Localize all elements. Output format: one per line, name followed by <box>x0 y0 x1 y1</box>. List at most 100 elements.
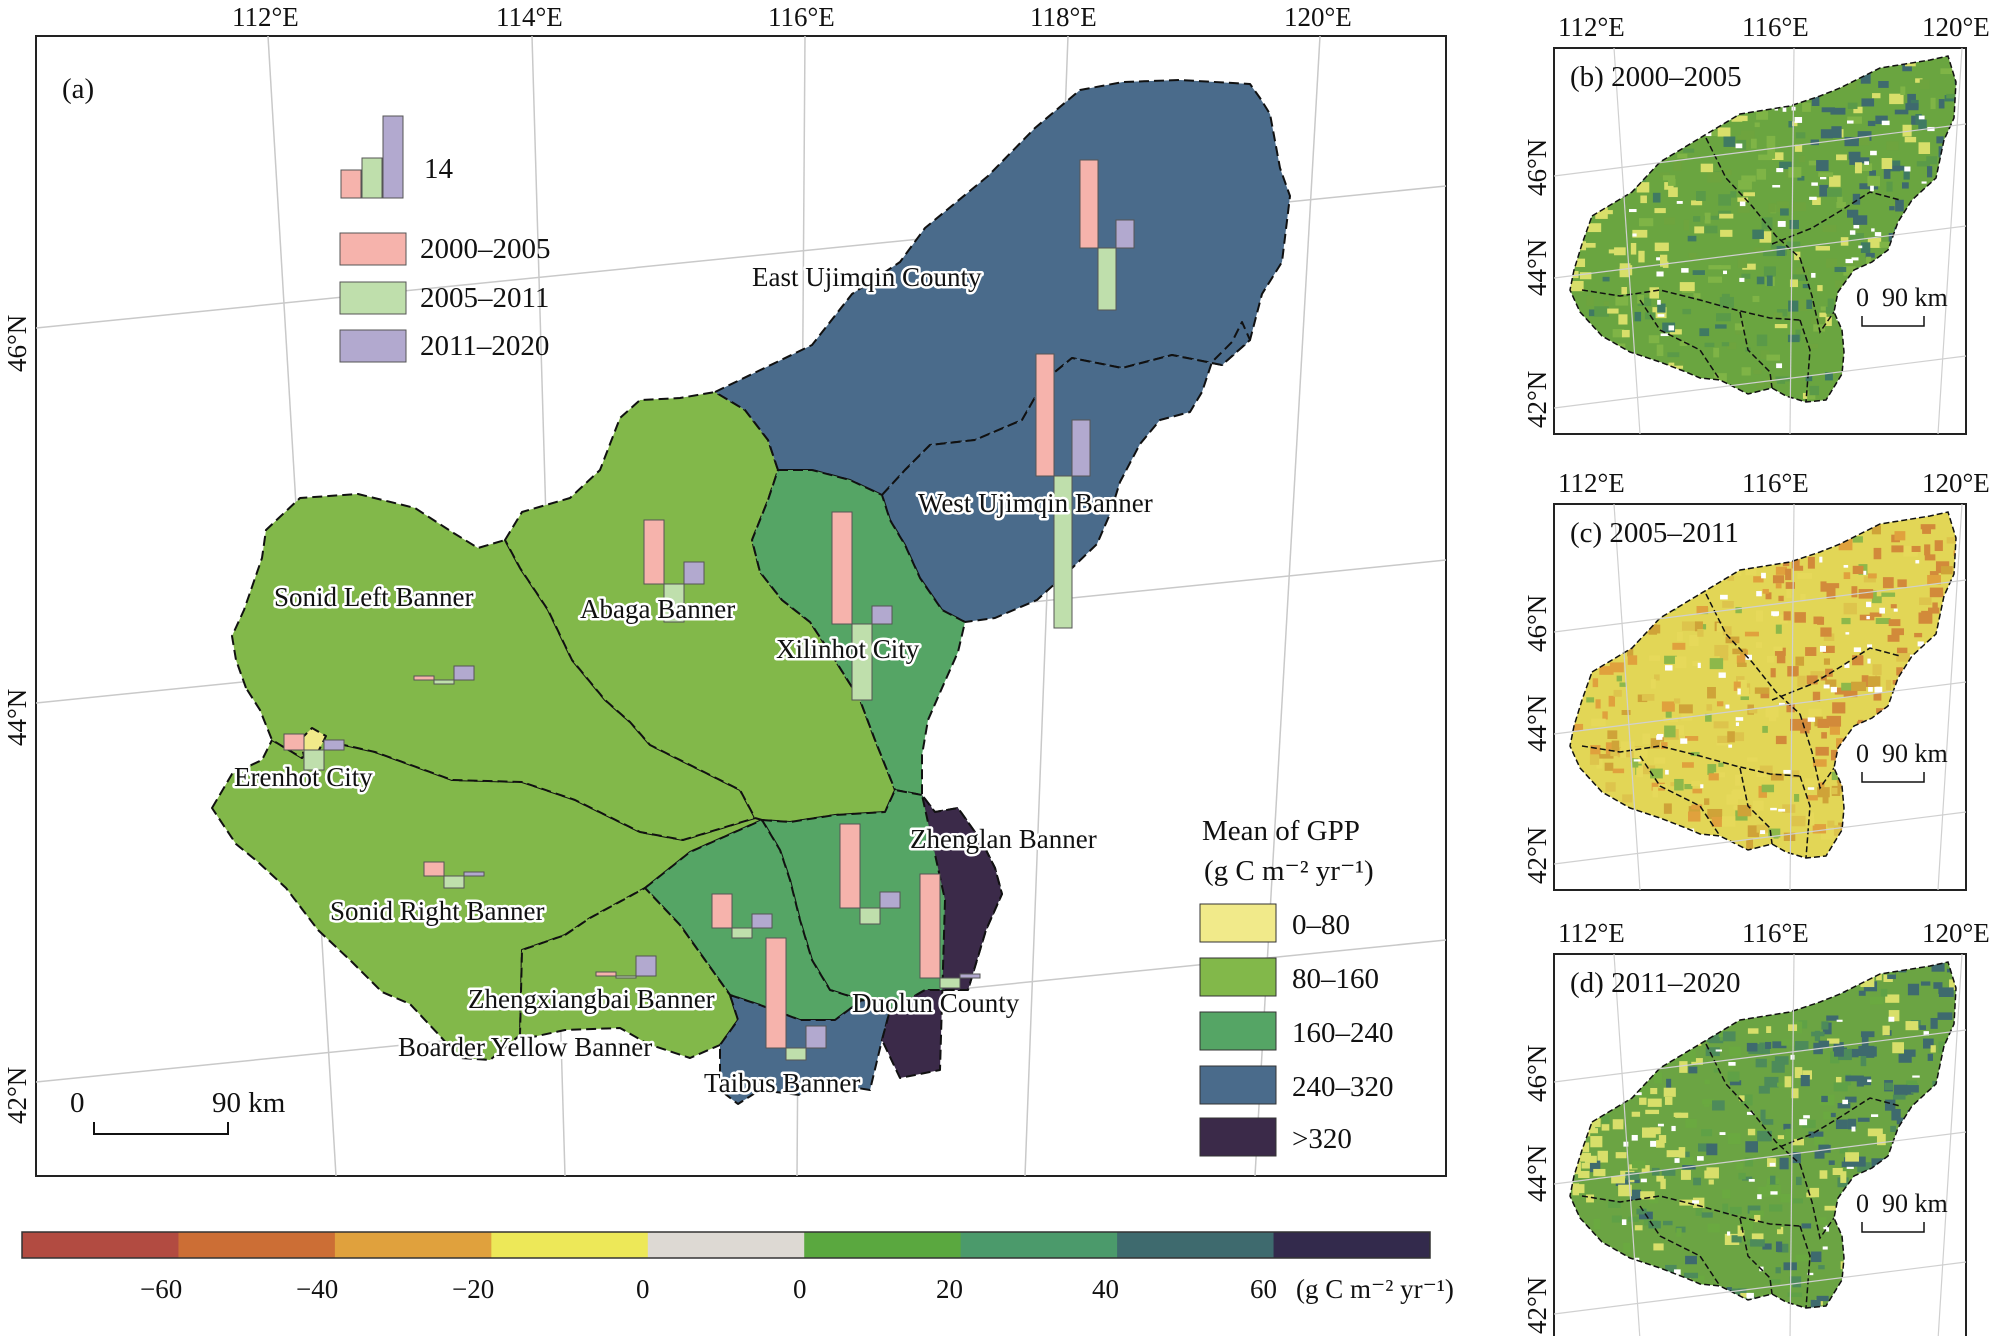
bar-zhengxiangbai-period-1 <box>711 893 733 929</box>
bar-glyph-taibus <box>765 937 827 1061</box>
colorbar-unit: (g C m⁻² yr⁻¹) <box>1296 1274 1454 1304</box>
bar-erenhot-period-2 <box>303 749 325 771</box>
gpp-legend-unit: (g C m⁻² yr⁻¹) <box>1204 855 1374 887</box>
bar-glyph-abaga <box>643 519 705 623</box>
bar-boarder-yellow-period-3 <box>635 955 657 977</box>
gpp-swatch-80-160 <box>1199 957 1277 997</box>
inset-lon-tick: 116°E <box>1742 468 1809 498</box>
colorbar-cell-7 <box>960 1232 1118 1258</box>
inset-scale-end: 90 km <box>1882 283 1948 312</box>
label-erenhot: Erenhot City <box>234 762 373 792</box>
colorbar-cell-3 <box>334 1232 492 1258</box>
label-abaga: Abaga Banner <box>580 594 735 624</box>
inset-label: (d) 2011–2020 <box>1570 967 1741 999</box>
bar-abaga-period-2 <box>663 583 685 623</box>
inset-d: (d) 2011–2020 0 90 km 112°E 116°E 120°E 46°N 44… <box>1522 918 1990 1336</box>
inset-graticule <box>1554 504 1966 890</box>
gpp-class-240-320: 240–320 <box>1292 1071 1394 1103</box>
inset-scale-end: 90 km <box>1882 739 1948 768</box>
label-boarder-yellow: Boarder Yellow Banner <box>398 1032 652 1062</box>
gpp-legend: Mean of GPP (g C m⁻² yr⁻¹) 0–80 80–160 1… <box>1199 815 1394 1157</box>
bar-key-value: 14 <box>424 153 454 185</box>
bar-key-2000-2005 <box>340 169 362 199</box>
bar-glyph-erenhot <box>283 733 345 771</box>
region-labels: East Ujimqin County West Ujimqin Banner … <box>232 260 1156 1101</box>
gpp-swatch-240-320 <box>1199 1065 1277 1105</box>
inset-lon-tick: 116°E <box>1742 918 1809 948</box>
inset-scale-start: 0 <box>1856 283 1869 312</box>
bar-taibus-period-2 <box>785 1047 807 1061</box>
inset-lat-tick: 44°N <box>1522 1145 1552 1202</box>
bar-sonid-right-period-2 <box>443 875 465 889</box>
lon-tick-118: 118°E <box>1030 2 1097 32</box>
colorbar-cell-5 <box>647 1232 805 1258</box>
gpp-legend-title: Mean of GPP <box>1202 815 1360 847</box>
bar-erenhot-period-1 <box>283 733 305 751</box>
lon-tick-112: 112°E <box>232 2 299 32</box>
colorbar-cell-4 <box>491 1232 649 1258</box>
main-map: (a) East Ujimqin County West Ujimqin Ban… <box>2 2 1447 1177</box>
colorbar-tick-40: 40 <box>1092 1274 1119 1304</box>
inset-lat-tick: 46°N <box>1522 1045 1552 1102</box>
change-colorbar: −60 −40 −20 0 0 20 40 60 (g C m⁻² yr⁻¹) <box>21 1231 1454 1304</box>
bar-boarder-yellow-period-2 <box>615 975 637 979</box>
lat-tick-42: 42°N <box>2 1067 32 1124</box>
bar-key-2005-2011 <box>361 157 383 199</box>
bar-xilinhot-period-3 <box>871 605 893 625</box>
gpp-swatch-gt-320 <box>1199 1117 1277 1157</box>
inset-b: (b) 2000–2005 0 90 km 112°E 116°E 120°E 46°N 44… <box>1522 12 1990 435</box>
inset-lat-tick: 46°N <box>1522 595 1552 652</box>
scale-bar-start: 0 <box>70 1087 85 1119</box>
bar-abaga-period-3 <box>683 561 705 585</box>
region-boarder-yellow <box>519 887 739 1059</box>
lat-tick-46: 46°N <box>2 315 32 372</box>
gpp-class-80-160: 80–160 <box>1292 963 1379 995</box>
inset-lat-tick: 44°N <box>1522 239 1552 296</box>
bar-sonid-left-period-1 <box>413 675 435 681</box>
label-sonid-right: Sonid Right Banner <box>330 896 545 926</box>
lon-tick-120: 120°E <box>1284 2 1352 32</box>
inset-lat-tick: 42°N <box>1522 827 1552 884</box>
bar-east-ujimqin-period-3 <box>1115 219 1135 249</box>
bar-glyph-xilinhot <box>831 511 893 701</box>
label-west-ujimqin: West Ujimqin Banner <box>918 488 1153 518</box>
region-east-ujimqin <box>714 79 1291 496</box>
colorbar-cells <box>22 1232 1431 1258</box>
bar-duolun-period-3 <box>959 973 981 979</box>
inset-lon-tick: 112°E <box>1558 918 1625 948</box>
colorbar-tick-60: 60 <box>1250 1274 1277 1304</box>
colorbar-tick-0b: 0 <box>793 1274 807 1304</box>
label-east-ujimqin: East Ujimqin County <box>752 262 982 292</box>
bar-key-2011-2020 <box>382 115 404 199</box>
period-legend: 2000–2005 2005–2011 2011–2020 <box>339 232 551 363</box>
panel-label-a: (a) <box>62 73 94 105</box>
lat-tick-44: 44°N <box>2 689 32 746</box>
main-lat-ticks: 46°N 44°N 42°N <box>2 315 32 1124</box>
inset-lon-tick: 112°E <box>1558 468 1625 498</box>
bar-zhenglan-period-2 <box>859 907 881 925</box>
period-swatch-2000-2005 <box>339 232 407 266</box>
bar-sonid-left-period-3 <box>453 665 475 681</box>
colorbar-cell-8 <box>1117 1232 1275 1258</box>
colorbar-cell-2 <box>178 1232 336 1258</box>
lon-tick-116: 116°E <box>768 2 835 32</box>
inset-lon-tick: 112°E <box>1558 12 1625 42</box>
gpp-class-gt-320: >320 <box>1292 1123 1352 1155</box>
label-taibus: Taibus Banner <box>704 1068 860 1098</box>
bar-glyph-sonid-left <box>413 665 475 685</box>
gpp-class-0-80: 0–80 <box>1292 909 1350 941</box>
bar-zhenglan-period-3 <box>879 891 901 909</box>
inset-graticule <box>1554 954 1966 1336</box>
inset-scale-line <box>1861 316 1925 327</box>
gpp-swatch-160-240 <box>1199 1011 1277 1051</box>
colorbar-cell-6 <box>804 1232 962 1258</box>
inset-lat-tick: 44°N <box>1522 695 1552 752</box>
bar-glyph-boarder-yellow <box>595 955 657 979</box>
bar-glyph-east-ujimqin <box>1079 159 1135 311</box>
bar-west-ujimqin-period-1 <box>1035 353 1055 477</box>
bar-glyph-zhenglan <box>839 823 901 925</box>
inset-maps: (b) 2000–2005 0 90 km 112°E 116°E 120°E 46°N 44… <box>1522 12 1990 1336</box>
bar-glyph-west-ujimqin <box>1035 353 1091 629</box>
bar-key: 14 <box>340 115 454 199</box>
gpp-class-160-240: 160–240 <box>1292 1017 1394 1049</box>
